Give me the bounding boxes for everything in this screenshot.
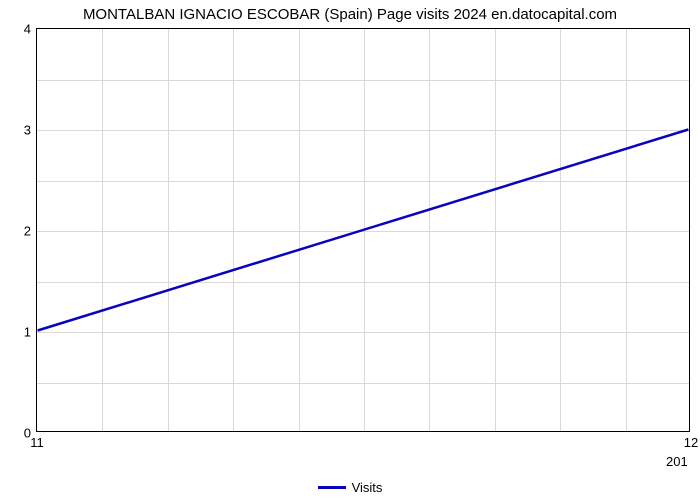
x-tick-label: 12	[684, 435, 698, 450]
legend: Visits	[0, 480, 700, 495]
legend-label: Visits	[352, 480, 383, 495]
y-tick-label: 3	[24, 123, 31, 138]
plot-area: 012341112	[36, 28, 690, 432]
chart-title: MONTALBAN IGNACIO ESCOBAR (Spain) Page v…	[0, 6, 700, 23]
x-tick-label: 11	[30, 435, 44, 450]
y-tick-label: 1	[24, 325, 31, 340]
series-line	[37, 29, 689, 431]
line-chart: MONTALBAN IGNACIO ESCOBAR (Spain) Page v…	[0, 0, 700, 500]
y-tick-label: 4	[24, 22, 31, 37]
y-tick-label: 2	[24, 224, 31, 239]
x-axis-sublabel: 201	[666, 454, 688, 469]
legend-swatch	[318, 486, 346, 489]
